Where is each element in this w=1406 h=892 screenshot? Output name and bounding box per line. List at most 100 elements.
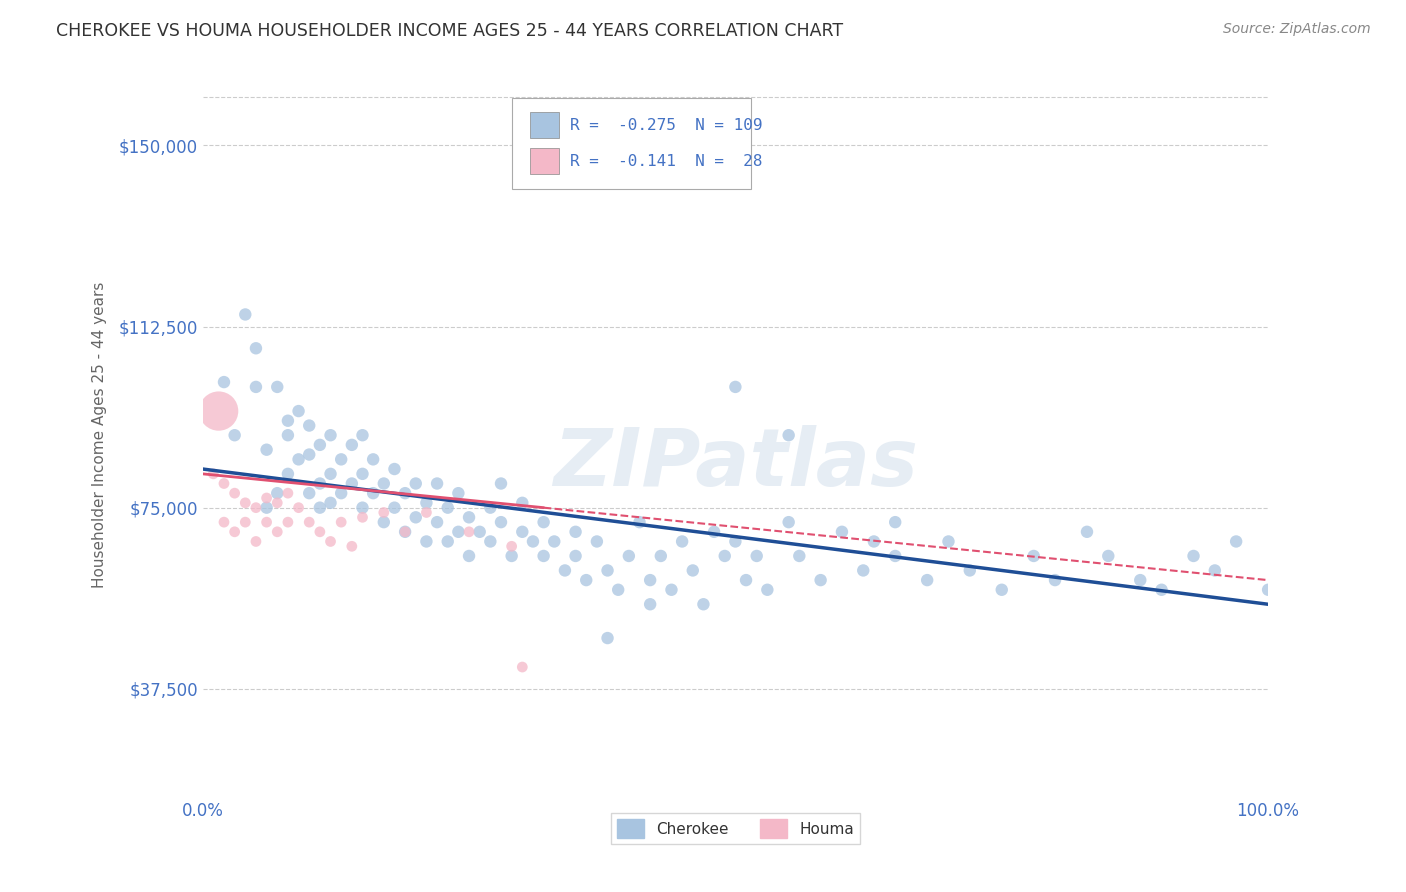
Point <box>703 524 725 539</box>
Point <box>543 534 565 549</box>
Point <box>373 476 395 491</box>
Point <box>596 631 619 645</box>
Point <box>361 452 384 467</box>
Point <box>533 515 555 529</box>
FancyBboxPatch shape <box>530 112 558 138</box>
Legend: Cherokee, Houma: Cherokee, Houma <box>610 814 860 844</box>
Point <box>394 524 416 539</box>
Point <box>426 476 449 491</box>
Point <box>533 549 555 563</box>
Point <box>447 486 470 500</box>
Point <box>724 380 747 394</box>
Point <box>468 524 491 539</box>
Point <box>596 564 619 578</box>
Point <box>447 524 470 539</box>
Point <box>489 476 512 491</box>
Point <box>586 534 609 549</box>
Point <box>415 534 437 549</box>
Point <box>990 582 1012 597</box>
Point <box>1225 534 1247 549</box>
Point <box>756 582 779 597</box>
Point <box>224 524 246 539</box>
Point <box>352 467 374 481</box>
Point <box>789 549 811 563</box>
Point <box>1129 573 1152 587</box>
Point <box>831 524 853 539</box>
Point <box>510 496 533 510</box>
Point <box>1204 564 1226 578</box>
Point <box>724 534 747 549</box>
Point <box>810 573 832 587</box>
Point <box>1043 573 1066 587</box>
Point <box>778 428 800 442</box>
Point <box>1022 549 1045 563</box>
Point <box>309 524 332 539</box>
Point <box>224 428 246 442</box>
Point <box>713 549 735 563</box>
Point <box>458 510 481 524</box>
Point <box>352 500 374 515</box>
Point <box>256 442 278 457</box>
Point <box>394 524 416 539</box>
Point <box>1097 549 1119 563</box>
Point <box>233 496 256 510</box>
Point <box>436 500 458 515</box>
Point <box>352 428 374 442</box>
Point <box>277 515 299 529</box>
Point <box>479 500 502 515</box>
Point <box>277 467 299 481</box>
Point <box>938 534 960 549</box>
Point <box>394 486 416 500</box>
Point <box>638 573 661 587</box>
Point <box>287 500 309 515</box>
Point <box>361 486 384 500</box>
Point <box>266 496 288 510</box>
Point <box>245 380 267 394</box>
Point <box>682 564 704 578</box>
Point <box>309 476 332 491</box>
Text: CHEROKEE VS HOUMA HOUSEHOLDER INCOME AGES 25 - 44 YEARS CORRELATION CHART: CHEROKEE VS HOUMA HOUSEHOLDER INCOME AGE… <box>56 22 844 40</box>
Point <box>319 534 342 549</box>
Point <box>661 582 683 597</box>
Point <box>426 515 449 529</box>
Point <box>405 510 427 524</box>
Point <box>245 341 267 355</box>
Point <box>266 486 288 500</box>
Point <box>501 539 523 553</box>
Point <box>298 486 321 500</box>
Point <box>212 476 235 491</box>
Point <box>884 549 907 563</box>
Point <box>340 539 363 553</box>
Point <box>319 467 342 481</box>
Point <box>884 515 907 529</box>
Point <box>373 506 395 520</box>
Point <box>436 534 458 549</box>
Point <box>564 549 586 563</box>
Point <box>340 438 363 452</box>
Point <box>287 452 309 467</box>
Point <box>298 515 321 529</box>
Point <box>212 375 235 389</box>
Text: R =  -0.275  N = 109: R = -0.275 N = 109 <box>571 118 762 133</box>
Point <box>501 549 523 563</box>
Point <box>352 510 374 524</box>
Point <box>319 496 342 510</box>
Point <box>405 476 427 491</box>
Point <box>575 573 598 587</box>
Point <box>692 597 714 611</box>
Point <box>510 524 533 539</box>
Point <box>256 515 278 529</box>
Point <box>233 308 256 322</box>
Point <box>458 524 481 539</box>
Point <box>287 404 309 418</box>
FancyBboxPatch shape <box>530 148 558 175</box>
Point <box>1076 524 1098 539</box>
Point <box>277 486 299 500</box>
Point <box>650 549 672 563</box>
Point <box>330 486 353 500</box>
Point <box>554 564 576 578</box>
Point <box>298 448 321 462</box>
Point <box>224 486 246 500</box>
Point <box>330 452 353 467</box>
Point <box>384 500 406 515</box>
